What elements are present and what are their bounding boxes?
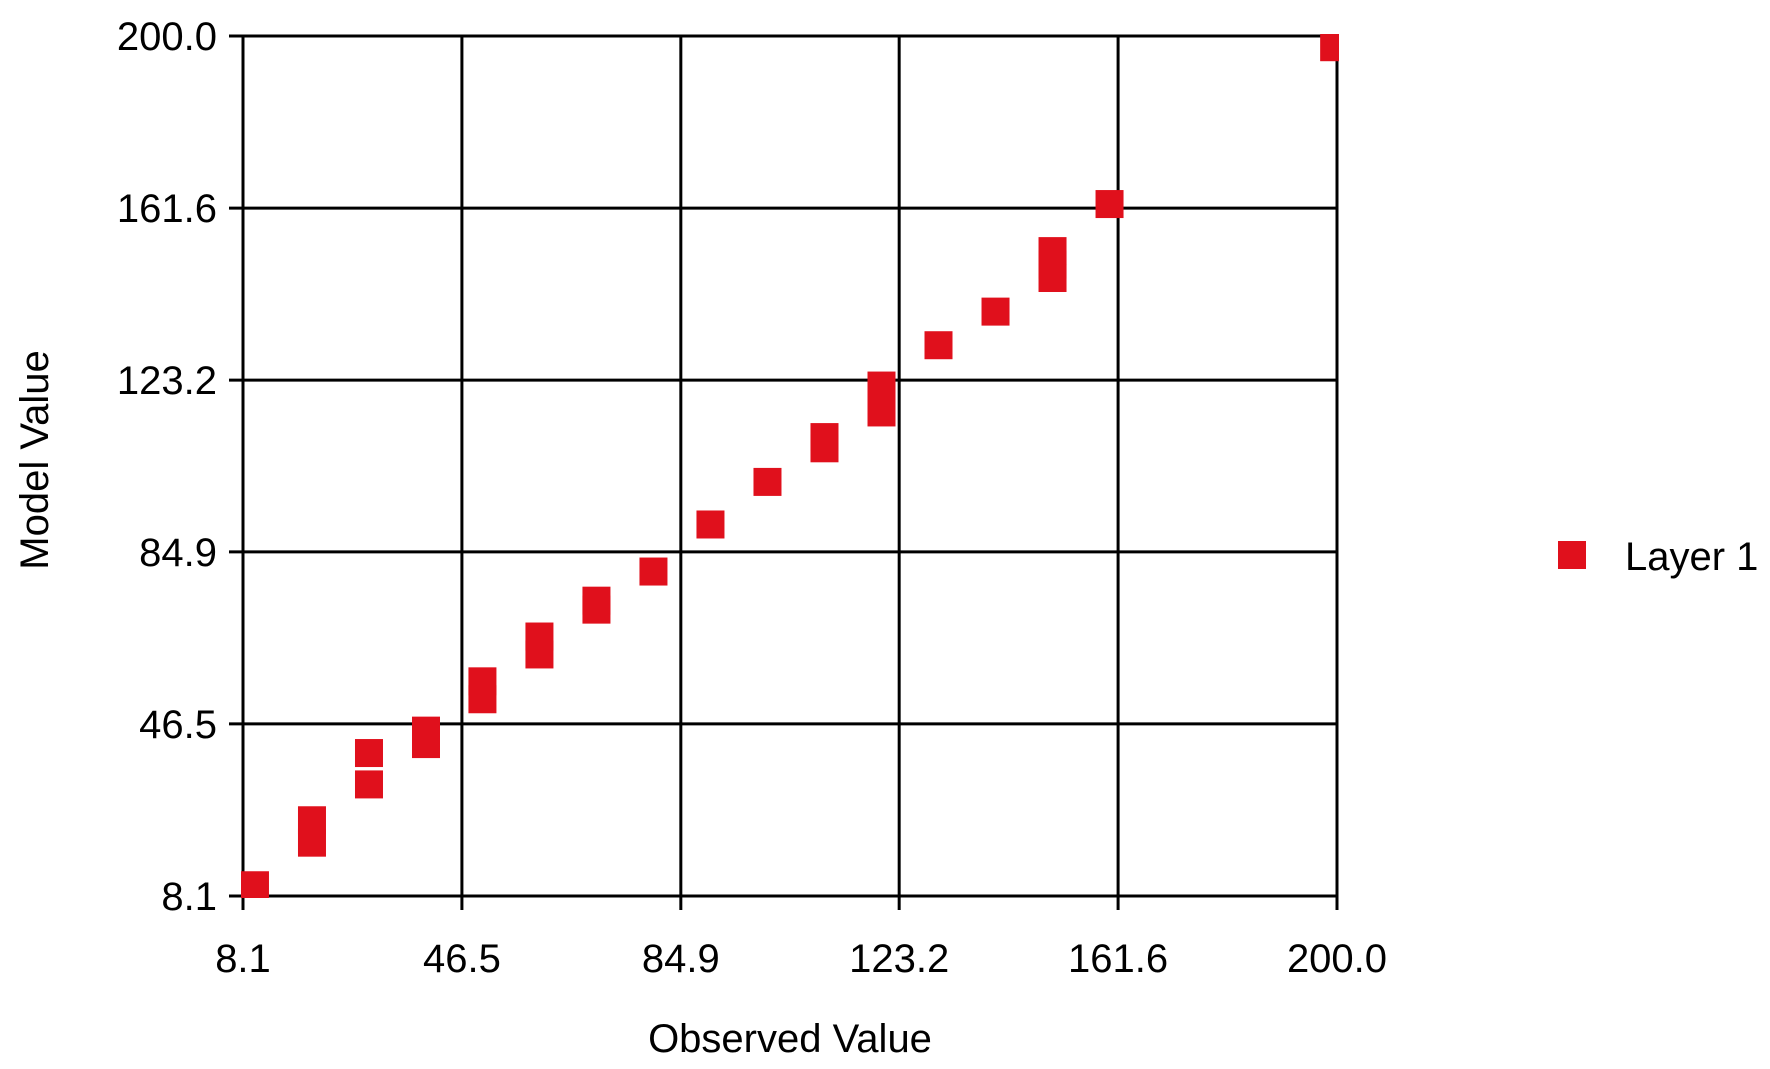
y-tick-label: 200.0 bbox=[117, 15, 217, 59]
x-tick-label: 46.5 bbox=[423, 937, 501, 981]
data-point bbox=[867, 371, 896, 400]
legend: Layer 1 bbox=[1558, 535, 1758, 579]
legend-label-layer-1: Layer 1 bbox=[1625, 535, 1758, 579]
y-tick-label: 8.1 bbox=[161, 875, 217, 919]
data-point bbox=[525, 622, 554, 651]
x-tick-label: 8.1 bbox=[215, 937, 271, 981]
x-axis-title: Observed Value bbox=[648, 1017, 932, 1061]
data-point bbox=[354, 739, 383, 768]
y-tick-label: 161.6 bbox=[117, 187, 217, 231]
data-point bbox=[753, 467, 782, 496]
data-point bbox=[354, 770, 383, 799]
data-point bbox=[411, 716, 440, 745]
data-point bbox=[639, 557, 668, 586]
data-point bbox=[468, 667, 497, 696]
x-tick-label: 84.9 bbox=[642, 937, 720, 981]
x-tick-label: 161.6 bbox=[1068, 937, 1168, 981]
x-tick-label: 123.2 bbox=[849, 937, 949, 981]
x-tick-label: 200.0 bbox=[1287, 937, 1387, 981]
data-point bbox=[297, 806, 326, 835]
data-point bbox=[1038, 237, 1067, 266]
y-tick-label: 46.5 bbox=[139, 703, 217, 747]
data-point bbox=[696, 510, 725, 539]
y-tick-label: 123.2 bbox=[117, 359, 217, 403]
data-point bbox=[241, 871, 269, 898]
data-point bbox=[582, 586, 611, 615]
data-point bbox=[810, 423, 839, 452]
tick-label-layer: 8.1 46.5 84.9 123.2 161.6 200.0 8.1 46.5 84.9 123… bbox=[117, 15, 1387, 981]
marker-layer bbox=[241, 34, 1339, 898]
legend-swatch-layer-1 bbox=[1558, 541, 1586, 569]
data-point bbox=[1320, 34, 1339, 62]
data-point bbox=[981, 297, 1010, 326]
grid-layer bbox=[229, 34, 1339, 910]
y-axis-title: Model Value bbox=[13, 350, 57, 569]
y-tick-label: 84.9 bbox=[139, 531, 217, 575]
data-point bbox=[924, 331, 953, 360]
data-point bbox=[1095, 190, 1124, 219]
